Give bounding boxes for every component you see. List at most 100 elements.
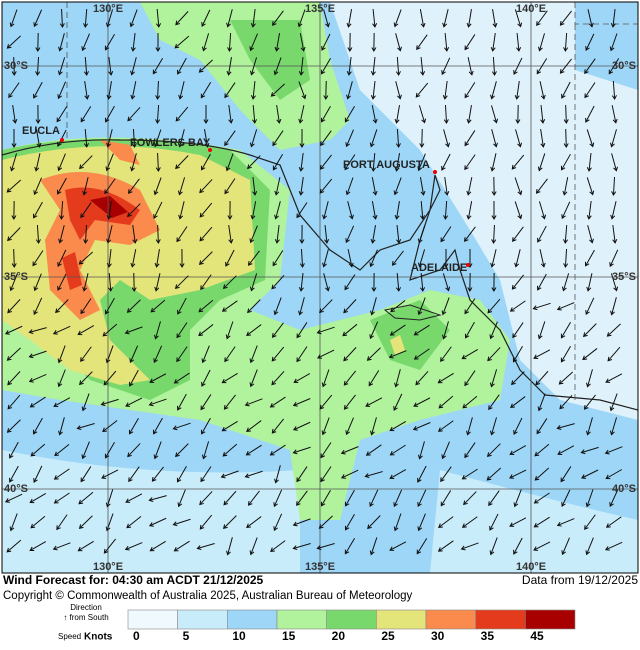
lat-label: 40°S: [4, 483, 28, 495]
wind-arrow: [298, 273, 304, 292]
wind-arrow: [270, 540, 286, 552]
wind-arrow: [298, 153, 304, 172]
wind-arrow: [464, 321, 475, 339]
wind-arrow: [108, 57, 114, 76]
wind-arrow: [612, 225, 618, 244]
wind-arrow: [274, 33, 281, 52]
lat-label: 30°S: [612, 60, 636, 72]
lon-label: 140°E: [516, 3, 546, 15]
wind-arrow: [562, 177, 569, 196]
place-markers: [60, 138, 470, 267]
wind-arrow: [33, 297, 43, 316]
wind-arrow: [296, 466, 308, 483]
wind-arrow: [59, 200, 65, 220]
wind-arrow: [296, 346, 308, 363]
wind-arrow: [321, 369, 330, 388]
wind-arrow: [533, 349, 551, 359]
wind-arrow: [103, 370, 117, 386]
light-wind-area: [330, 2, 638, 420]
wind-arrow: [605, 469, 623, 480]
wind-area: [390, 335, 405, 355]
wind-arrow: [196, 543, 215, 551]
lon-label: 135°E: [305, 561, 335, 573]
wind-arrow: [584, 58, 596, 75]
forecast-title: Wind Forecast for: 04:30 am ACDT 21/12/2…: [3, 573, 264, 587]
wind-arrow: [582, 323, 597, 338]
wind-arrow: [536, 10, 548, 27]
wind-arrow: [346, 81, 353, 100]
wind-arrow: [516, 32, 522, 52]
wind-arrow: [273, 297, 282, 316]
wind-arrow: [59, 8, 65, 28]
data-date: Data from 19/12/2025: [522, 573, 638, 587]
wind-arrow: [393, 177, 402, 196]
wind-arrow: [441, 321, 449, 340]
wind-arrow: [318, 515, 333, 529]
wind-arrow: [200, 274, 212, 291]
wind-arrow: [129, 9, 138, 28]
wind-arrow: [271, 274, 285, 290]
wind-arrow: [486, 467, 502, 481]
wind-arrow: [52, 542, 71, 551]
wind-arrow: [249, 33, 258, 52]
wind-arrow: [320, 105, 331, 123]
wind-arrow: [513, 57, 523, 75]
wind-arrow: [320, 57, 331, 75]
wind-arrow: [342, 323, 358, 337]
wind-arrow: [467, 272, 473, 292]
wind-arrow: [124, 326, 143, 335]
wind-arrow: [201, 9, 211, 28]
wind-arrow: [585, 369, 593, 388]
wind-arrow: [223, 394, 236, 410]
wind-arrow: [198, 59, 213, 73]
wind-arrow: [105, 489, 114, 508]
wind-arrow: [83, 224, 89, 244]
wind-arrow: [561, 81, 571, 99]
wind-arrow: [511, 274, 525, 290]
wind-arrow: [320, 442, 332, 459]
wind-arrow: [510, 396, 526, 409]
wind-arrow: [244, 470, 263, 479]
wind-arrow: [55, 299, 69, 314]
wind-arrow: [199, 491, 213, 506]
wind-arrow: [35, 104, 41, 124]
wind-arrow: [413, 348, 430, 360]
wind-arrow: [198, 251, 213, 266]
wind-arrow: [539, 81, 546, 100]
wind-arrow: [488, 490, 500, 507]
wind-arrow: [512, 322, 524, 339]
wind-arrow: [29, 396, 46, 408]
wind-arrow: [201, 345, 210, 364]
wind-arrow: [252, 177, 258, 196]
wind-arrow: [81, 33, 90, 52]
place-marker: [466, 263, 470, 267]
wind-arrow: [52, 325, 71, 335]
wind-arrow: [323, 273, 330, 292]
wind-arrow: [441, 441, 450, 460]
wind-arrow: [464, 370, 476, 387]
wind-arrow: [370, 81, 376, 100]
wind-arrow: [228, 225, 234, 244]
wind-arrow: [417, 441, 425, 460]
wind-arrow: [11, 248, 17, 268]
wind-arrow: [249, 345, 258, 364]
legend-tick: 35: [481, 629, 495, 643]
lon-label: 140°E: [516, 561, 546, 573]
wind-arrow: [152, 58, 164, 75]
wind-arrow: [148, 495, 167, 502]
wind-arrow: [151, 466, 164, 482]
wind-arrow: [11, 56, 17, 76]
wind-arrow: [586, 153, 592, 172]
wind-arrow: [199, 179, 213, 194]
wind-arrow: [440, 490, 452, 507]
wind-arrow: [175, 155, 189, 170]
graticule: [2, 2, 638, 573]
wind-arrow: [611, 80, 617, 100]
wind-arrow: [509, 469, 527, 479]
wind-arrow: [560, 345, 571, 363]
wind-area: [90, 196, 128, 218]
wind-arrow: [11, 128, 17, 148]
wind-arrow: [148, 398, 167, 407]
wind-arrow: [563, 224, 569, 244]
wind-arrow: [513, 489, 522, 508]
